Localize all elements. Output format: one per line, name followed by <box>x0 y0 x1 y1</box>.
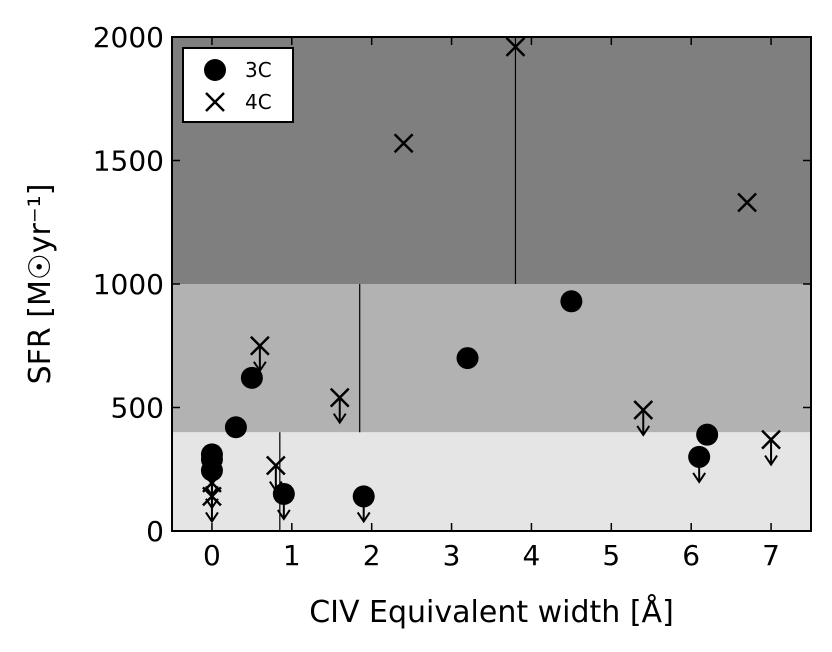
upper-limit-arrowhead <box>764 455 778 467</box>
y-tick-label-0: 0 <box>146 515 164 548</box>
y-tick-label-1000: 1000 <box>93 268 164 301</box>
data-points <box>200 36 781 524</box>
circle-marker <box>688 445 711 468</box>
point-4c-8 <box>737 192 757 213</box>
x-tick-label-0: 0 <box>203 539 221 572</box>
circle-marker <box>696 423 719 446</box>
upper-limit-arrowhead <box>636 425 651 437</box>
point-4c-4 <box>329 387 350 425</box>
upper-limit-arrowhead <box>269 480 283 493</box>
point-4c-5 <box>393 133 414 154</box>
x-tick-label-6: 6 <box>682 539 700 572</box>
axis-ticks: 0 1 2 3 4 5 6 7 0 500 1000 1500 2000 <box>93 21 811 572</box>
point-4c-9 <box>761 429 781 467</box>
y-tick-label-2000: 2000 <box>93 21 164 54</box>
upper-limit-arrowhead <box>253 361 267 373</box>
upper-limit-arrowhead <box>276 509 291 521</box>
point-4c-3 <box>265 455 286 493</box>
point-3c-10 <box>696 423 719 446</box>
x-marker <box>205 92 225 112</box>
x-tick-label-7: 7 <box>762 539 780 572</box>
y-tick-label-1500: 1500 <box>93 145 164 178</box>
x-marker <box>329 387 350 408</box>
x-axis-label: CIV Equivalent width [Å] <box>309 594 674 630</box>
x-marker <box>505 36 526 57</box>
point-4c-2 <box>249 335 270 373</box>
x-tick-label-4: 4 <box>523 539 541 572</box>
x-tick-label-3: 3 <box>443 539 461 572</box>
circle-marker <box>456 347 479 370</box>
x-marker <box>265 455 286 476</box>
x-tick-label-1: 1 <box>283 539 301 572</box>
y-tick-label-500: 500 <box>111 392 164 425</box>
x-tick-label-5: 5 <box>602 539 620 572</box>
upper-limit-arrowhead <box>692 472 707 484</box>
legend-box <box>182 47 294 123</box>
x-marker <box>249 335 270 356</box>
upper-limit-arrowhead <box>332 413 347 425</box>
legend-label-4c: 4C <box>245 90 272 114</box>
point-4c-1 <box>202 486 222 524</box>
band-0 <box>172 432 811 531</box>
x-marker <box>761 429 781 450</box>
x-tick-label-2: 2 <box>363 539 381 572</box>
upper-limit-arrowhead <box>356 511 371 524</box>
point-3c-4 <box>240 366 263 389</box>
x-marker <box>737 192 757 213</box>
x-marker <box>393 133 414 154</box>
point-4c-6 <box>505 36 526 57</box>
circle-marker <box>224 416 247 439</box>
circle-marker <box>352 485 375 508</box>
x-marker <box>202 486 222 507</box>
y-axis-label: SFR [M☉yr⁻¹] <box>23 184 58 385</box>
legend-circle-marker <box>204 59 226 81</box>
circle-marker <box>240 366 263 389</box>
point-3c-9 <box>688 445 711 484</box>
point-3c-8 <box>560 290 583 313</box>
point-3c-7 <box>456 347 479 370</box>
legend-item-4c: 4C <box>205 90 272 114</box>
legend-item-3c: 3C <box>204 58 272 82</box>
legend-label-3c: 3C <box>245 58 272 82</box>
circle-marker <box>200 459 223 482</box>
point-3c-3 <box>224 416 247 439</box>
point-3c-6 <box>352 485 375 524</box>
x-marker <box>633 400 654 420</box>
band-1 <box>172 284 811 433</box>
point-4c-7 <box>633 400 654 437</box>
upper-limit-arrowhead <box>205 511 219 524</box>
circle-marker <box>560 290 583 313</box>
